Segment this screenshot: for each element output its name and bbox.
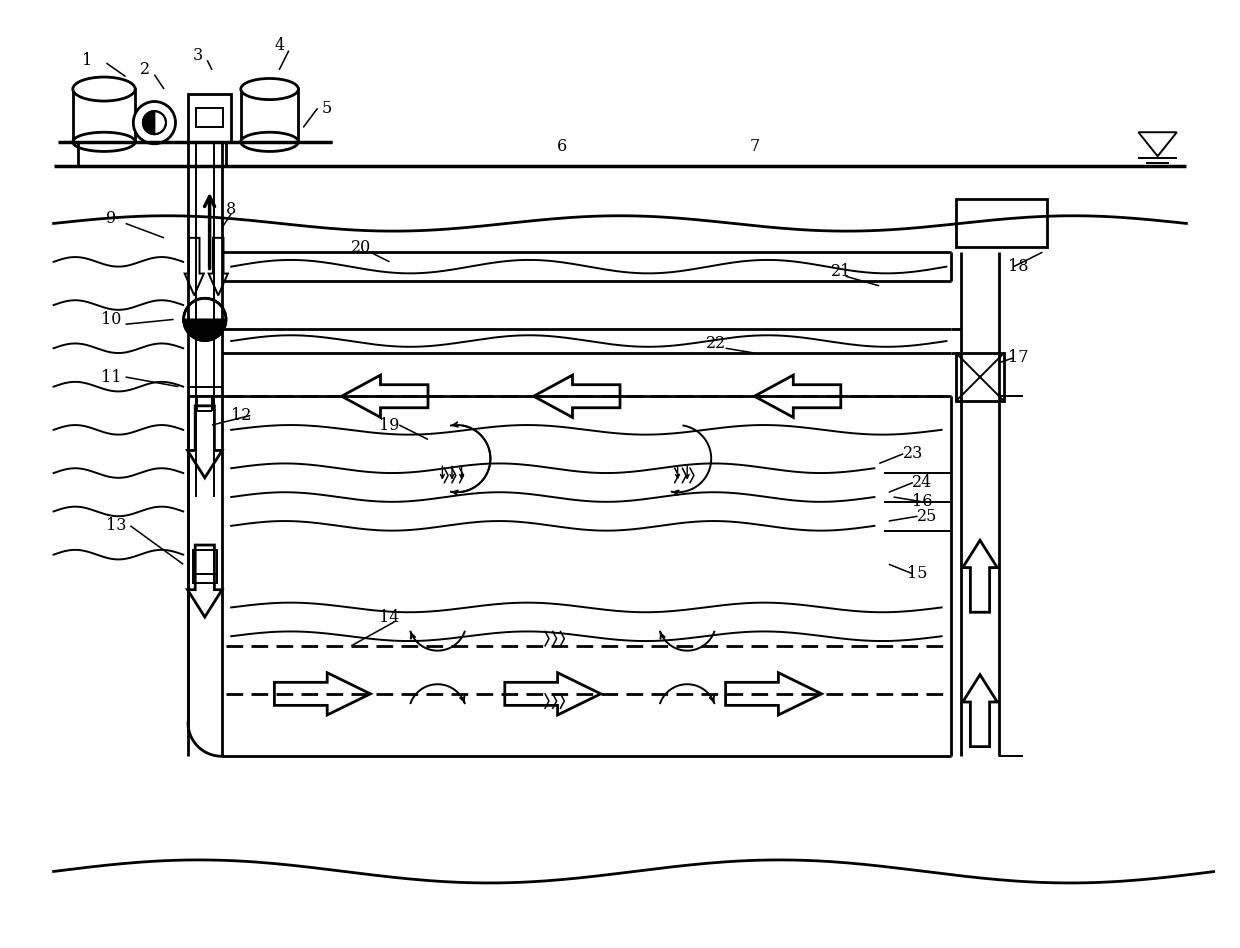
Text: 7: 7	[749, 138, 760, 155]
Text: 18: 18	[1008, 258, 1029, 275]
Text: 4: 4	[274, 37, 284, 54]
Ellipse shape	[241, 132, 299, 152]
Circle shape	[184, 299, 226, 340]
Bar	[956, 353, 1004, 401]
Text: 9: 9	[107, 210, 117, 228]
Text: 2: 2	[140, 62, 150, 79]
Text: 12: 12	[231, 407, 250, 424]
Text: 25: 25	[918, 508, 937, 525]
Text: 15: 15	[908, 565, 928, 582]
Wedge shape	[184, 319, 226, 340]
Text: 17: 17	[1008, 350, 1029, 366]
Text: 5: 5	[322, 100, 332, 117]
Text: 6: 6	[557, 138, 568, 155]
Wedge shape	[155, 111, 166, 135]
Text: 8: 8	[226, 201, 237, 217]
Bar	[192, 574, 217, 583]
Text: 20: 20	[351, 239, 371, 256]
Text: 14: 14	[379, 609, 399, 626]
Wedge shape	[143, 111, 155, 135]
Text: 1: 1	[82, 52, 92, 69]
Ellipse shape	[241, 79, 299, 100]
Text: 13: 13	[105, 518, 126, 535]
Bar	[196, 108, 222, 127]
Ellipse shape	[73, 132, 135, 152]
Text: 21: 21	[831, 263, 851, 280]
Text: 22: 22	[706, 335, 727, 352]
Bar	[192, 550, 217, 574]
Bar	[241, 89, 299, 142]
Text: 16: 16	[913, 493, 932, 510]
Text: 19: 19	[379, 416, 399, 433]
Bar	[956, 199, 1048, 247]
Text: 3: 3	[192, 47, 202, 64]
Text: 24: 24	[913, 474, 932, 491]
Text: 23: 23	[903, 446, 923, 463]
Ellipse shape	[73, 77, 135, 101]
Text: 10: 10	[100, 311, 122, 328]
Text: 11: 11	[100, 369, 122, 386]
Circle shape	[133, 101, 176, 144]
Bar	[73, 89, 135, 142]
Bar	[188, 94, 231, 142]
Wedge shape	[184, 299, 226, 319]
